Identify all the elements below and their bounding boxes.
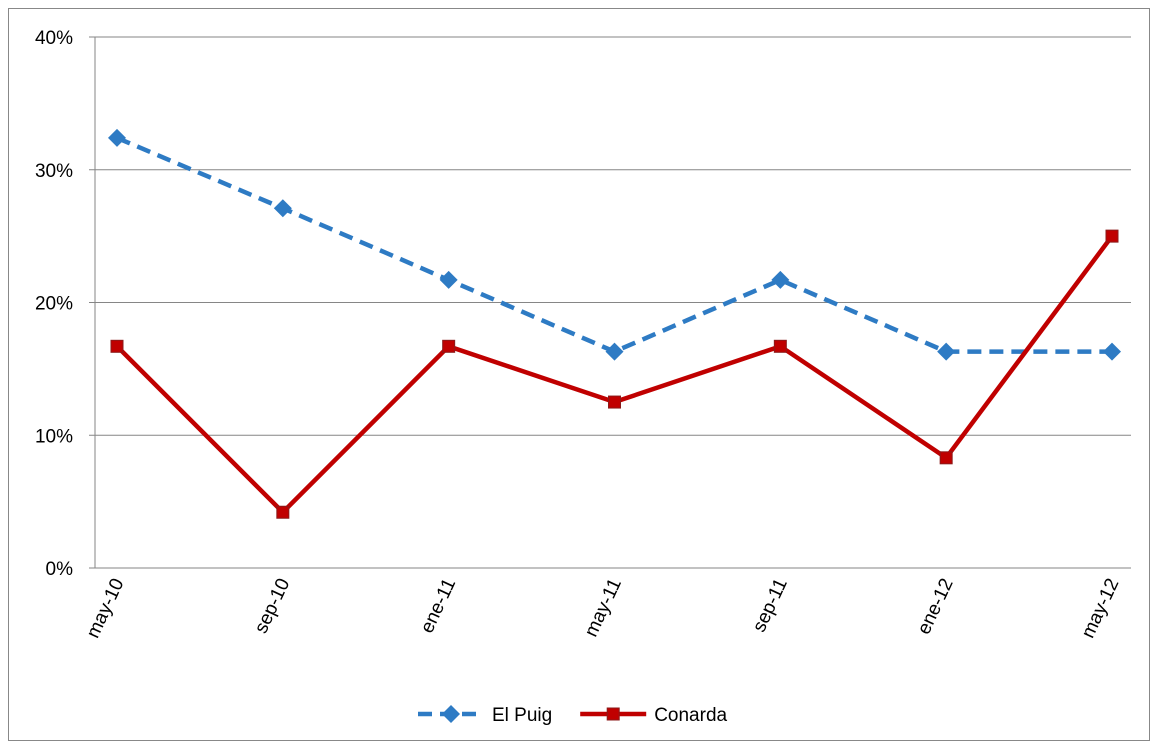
point bbox=[608, 395, 621, 409]
point bbox=[605, 342, 624, 361]
point bbox=[273, 199, 292, 218]
y-tick-label: 0% bbox=[46, 559, 74, 580]
legend-marker bbox=[442, 705, 460, 723]
point bbox=[937, 342, 956, 361]
point bbox=[442, 339, 456, 353]
point bbox=[771, 270, 790, 289]
y-tick-label: 10% bbox=[35, 426, 73, 447]
legend-label: El Puig bbox=[492, 705, 552, 726]
point bbox=[439, 270, 458, 289]
y-tick-label: 40% bbox=[35, 28, 73, 49]
point bbox=[110, 339, 124, 353]
point bbox=[1105, 229, 1119, 243]
point bbox=[773, 339, 787, 353]
chart-border bbox=[8, 8, 1150, 741]
y-tick-label: 30% bbox=[35, 161, 73, 182]
point bbox=[276, 505, 290, 519]
point bbox=[108, 128, 126, 147]
point bbox=[1103, 342, 1121, 361]
legend-marker bbox=[606, 707, 620, 721]
legend-label: Conarda bbox=[654, 705, 727, 726]
point bbox=[939, 451, 953, 465]
y-tick-label: 20% bbox=[35, 294, 73, 315]
